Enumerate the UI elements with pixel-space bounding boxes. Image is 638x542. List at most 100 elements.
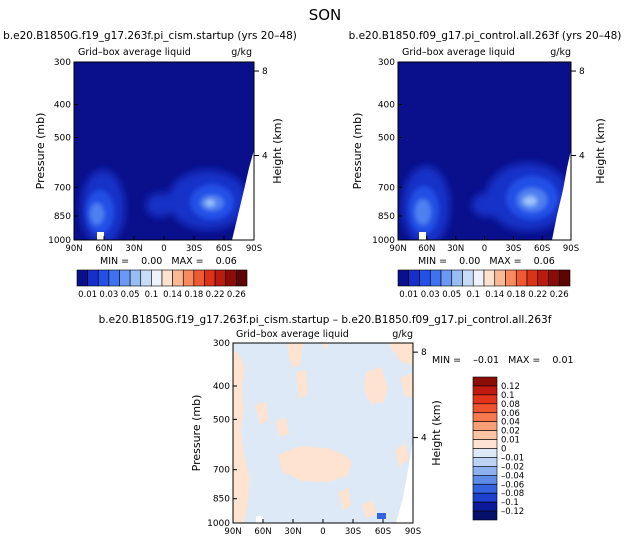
x-tick-label: 90S [246,244,262,254]
x-tick-label: 30N [284,527,301,537]
y-tick-label: 850 [54,212,71,222]
panel-c-units-label: g/kg [392,329,413,340]
panel-c: b.e20.B1850G.f19_g17.263f.pi_cism.startu… [99,314,574,537]
colorbar-label: –0.1 [501,498,519,508]
colorbar-label: –0.02 [501,462,524,472]
panel-b-variable-label: Grid–box average liquid [402,47,515,58]
colorbar-swatch [472,501,498,512]
x-tick-label: 30N [447,244,464,254]
panel-a-y-ticks: 300 400 500 700 850 1000 [48,58,78,246]
panel-b-x-ticks: 90N 60N 30N 0 30S 60S 90S [389,236,579,254]
panel-a: b.e20.B1850G.f19_g17.263f.pi_cism.startu… [3,30,297,300]
colorbar-label: 0.05 [121,290,140,300]
colorbar-swatch [204,269,216,287]
panel-b-ylabel: Pressure (mb) [351,113,364,190]
colorbar-swatch [472,412,498,422]
colorbar-label: 0.03 [421,290,440,300]
colorbar-label: –0.08 [501,489,524,499]
x-tick-label: 60N [95,244,112,254]
colorbar-swatch [505,269,517,287]
colorbar-swatch [397,269,410,287]
colorbar-swatch [214,269,227,287]
colorbar-label: 0.03 [99,290,118,300]
colorbar-label: 0.01 [399,290,418,300]
x-tick-label: 0 [320,527,325,537]
colorbar-label: 0.05 [442,290,461,300]
x-tick-label: 30S [505,244,521,254]
colorbar-swatch [472,475,498,485]
y-tick-label: 300 [378,58,395,68]
colorbar-swatch [472,492,498,503]
colorbar-label: 0.26 [227,290,246,300]
y-tick-label: 400 [54,101,71,111]
colorbar-label: 0.04 [501,418,520,428]
panel-b-stats: MIN = 0.00 MAX = 0.06 [418,256,555,267]
x-tick-label: 90S [405,527,421,537]
y2-tick-label: 8 [579,67,585,77]
colorbar-label: 0.08 [501,400,520,410]
colorbar-swatch [472,385,498,396]
y-tick-label: 1000 [372,236,395,246]
panel-c-heatmap [233,343,413,523]
panel-a-ylabel: Pressure (mb) [34,113,47,190]
x-tick-label: 90S [563,244,579,254]
colorbar-swatch [472,439,498,449]
y-tick-label: 500 [213,415,230,425]
colorbar-label: 0.22 [528,290,547,300]
y-tick-label: 700 [54,183,71,193]
y2-tick-label: 4 [579,152,585,162]
x-tick-label: 60N [254,527,271,537]
panel-a-colorbar: 0.01 0.03 0.05 0.1 0.14 0.18 0.22 0.26 [76,269,248,300]
panel-c-ylabel: Pressure (mb) [190,395,203,472]
x-tick-label: 30N [125,244,142,254]
colorbar-swatch [440,269,453,287]
colorbar-swatch [472,457,498,467]
colorbar-swatch [193,269,205,287]
colorbar-label: 0.01 [501,436,520,446]
y2-tick-label: 4 [421,434,427,444]
colorbar-swatch [472,430,498,440]
y-tick-label: 500 [378,134,395,144]
y-tick-label: 1000 [207,519,230,529]
colorbar-swatch [172,269,184,287]
colorbar-swatch [472,394,498,405]
panel-c-x-ticks: 90N 60N 30N 0 30S 60S 90S [224,519,421,537]
panel-b-case-title: b.e20.B1850.f09_g17.pi_control.all.263f … [349,30,622,42]
colorbar-swatch [408,269,420,287]
colorbar-label: 0.01 [78,290,97,300]
panel-c-case-title: b.e20.B1850G.f19_g17.263f.pi_cism.startu… [99,314,552,326]
colorbar-swatch [151,269,163,287]
colorbar-swatch [515,269,528,287]
panel-b-units-label: g/kg [550,47,571,58]
colorbar-swatch [472,483,498,494]
panel-c-colorbar: 0.120.10.080.060.040.020.010–0.01–0.02–0… [472,376,524,521]
y2-tick-label: 8 [421,348,427,358]
colorbar-swatch [472,510,498,521]
colorbar-swatch [97,269,110,287]
panel-b-y2-ticks: 84 [571,67,585,162]
panel-c-variable-label: Grid–box average liquid [236,329,349,340]
colorbar-label: –0.04 [501,471,524,481]
colorbar-label: 0.18 [507,290,526,300]
panel-c-y2label: Height (km) [430,400,443,466]
x-tick-label: 0 [482,244,487,254]
y-tick-label: 300 [213,339,230,349]
colorbar-label: 0 [501,445,506,455]
colorbar-label: 0.1 [466,290,480,300]
colorbar-swatch [429,269,442,287]
colorbar-swatch [119,269,131,287]
panel-c-y2-ticks: 84 [413,348,427,444]
y-tick-label: 400 [213,382,230,392]
y-tick-label: 700 [378,183,395,193]
y2-tick-label: 8 [262,67,268,77]
colorbar-label: –0.06 [501,480,524,490]
panel-a-heatmap [74,62,254,240]
colorbar-swatch [225,269,237,287]
colorbar-swatch [161,269,173,287]
colorbar-swatch [537,269,549,287]
colorbar-swatch [451,269,463,287]
panel-a-case-title: b.e20.B1850G.f19_g17.263f.pi_cism.startu… [3,30,297,42]
panel-b-heatmap [398,62,571,240]
colorbar-swatch [472,376,498,387]
